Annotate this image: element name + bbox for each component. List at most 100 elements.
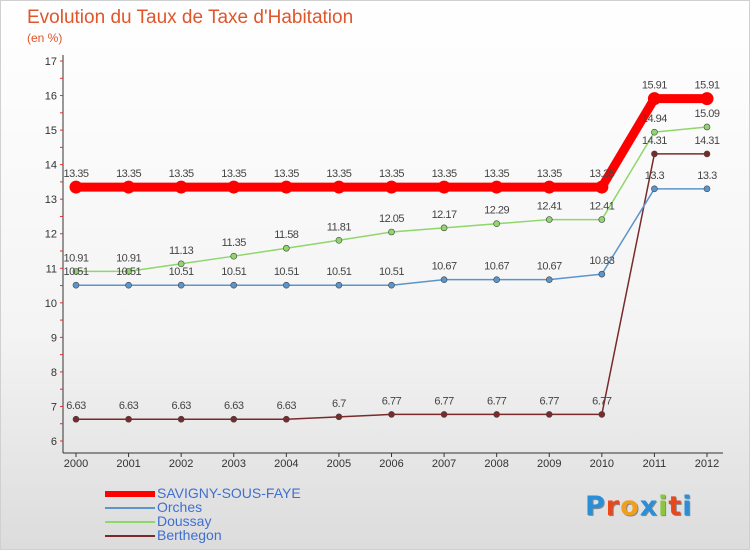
data-label: 10.91 <box>63 252 88 264</box>
data-label: 10.51 <box>169 266 194 278</box>
y-tick-label: 10 <box>45 298 57 310</box>
data-label: 6.63 <box>66 400 86 412</box>
data-point <box>332 180 346 194</box>
data-label: 13.35 <box>326 168 351 180</box>
data-label: 10.51 <box>379 266 404 278</box>
data-point <box>703 185 711 193</box>
data-label: 12.05 <box>379 213 404 225</box>
x-tick-label: 2001 <box>116 458 140 470</box>
data-point <box>437 180 451 194</box>
data-label: 12.17 <box>432 209 457 221</box>
data-label: 14.31 <box>694 135 719 147</box>
data-point <box>69 180 83 194</box>
data-label: 6.77 <box>592 395 612 407</box>
x-tick-label: 2009 <box>537 458 561 470</box>
data-point <box>388 281 395 289</box>
data-label: 6.77 <box>434 395 454 407</box>
data-point <box>647 92 661 106</box>
data-label: 6.77 <box>487 395 507 407</box>
legend-swatch-berthegon <box>105 535 155 537</box>
data-point <box>177 281 185 289</box>
x-tick-label: 2011 <box>643 458 667 470</box>
data-point <box>493 411 500 418</box>
legend-label-doussay: Doussay <box>157 513 212 529</box>
data-point <box>545 411 553 418</box>
y-tick-label: 8 <box>51 367 57 379</box>
data-point <box>703 123 711 131</box>
data-point <box>493 220 500 228</box>
y-tick-label: 9 <box>51 332 57 344</box>
data-point <box>72 281 80 289</box>
data-label: 11.58 <box>274 229 299 241</box>
data-point <box>227 180 241 194</box>
data-point <box>542 180 556 194</box>
logo-letter: o <box>620 491 640 522</box>
data-point <box>388 228 395 236</box>
data-label: 15.91 <box>694 80 719 92</box>
y-tick-label: 6 <box>51 436 57 448</box>
data-label: 10.51 <box>63 266 88 278</box>
data-label: 10.67 <box>537 261 562 273</box>
data-point <box>230 415 238 423</box>
data-point <box>283 415 290 423</box>
data-label: 6.7 <box>332 398 346 410</box>
data-point <box>595 180 609 194</box>
data-label: 12.41 <box>589 201 614 213</box>
x-tick-label: 2008 <box>484 458 508 470</box>
y-tick-label: 16 <box>45 91 57 103</box>
data-label: 10.51 <box>221 266 246 278</box>
data-point <box>335 236 343 244</box>
y-tick-label: 15 <box>45 125 57 137</box>
data-label: 13.35 <box>63 168 88 180</box>
data-label: 14.31 <box>642 135 667 147</box>
x-tick-label: 2010 <box>590 458 614 470</box>
data-point <box>490 180 504 194</box>
data-label: 10.51 <box>326 266 351 278</box>
data-point <box>177 415 185 423</box>
legend-swatch-savigny <box>105 491 155 497</box>
data-label: 11.13 <box>169 245 194 257</box>
data-label: 6.63 <box>171 400 191 412</box>
data-label: 6.63 <box>119 400 139 412</box>
data-point <box>703 150 711 158</box>
data-point <box>598 216 606 223</box>
data-label: 12.41 <box>537 201 562 213</box>
data-point <box>125 268 132 275</box>
legend-swatch-orches <box>105 507 155 509</box>
data-point <box>122 180 136 194</box>
data-point <box>493 276 500 283</box>
x-tick-label: 2006 <box>379 458 403 470</box>
logo-letter: i <box>658 491 669 522</box>
data-label: 10.83 <box>589 255 614 267</box>
data-label: 6.77 <box>382 395 402 407</box>
logo-letter: P <box>585 491 606 522</box>
data-label: 13.35 <box>537 168 562 180</box>
data-point <box>72 268 80 275</box>
data-point <box>598 411 606 418</box>
logo-letter: t <box>668 491 683 522</box>
data-point <box>335 413 343 421</box>
data-label: 15.09 <box>694 108 719 120</box>
logo-letter: x <box>639 491 659 522</box>
data-label: 13.35 <box>432 168 457 180</box>
legend-label-berthegon: Berthegon <box>157 527 222 543</box>
data-point <box>335 281 343 289</box>
data-label: 12.29 <box>484 205 509 217</box>
y-tick-label: 13 <box>45 194 57 206</box>
data-label: 6.63 <box>277 400 297 412</box>
logo-letter: i <box>682 491 693 522</box>
data-point <box>177 260 185 268</box>
data-label: 6.63 <box>224 400 244 412</box>
data-point <box>283 281 290 289</box>
y-tick-label: 7 <box>51 401 57 413</box>
data-point <box>545 216 553 223</box>
x-tick-label: 2012 <box>695 458 719 470</box>
y-tick-label: 11 <box>46 263 57 275</box>
x-tick-label: 2004 <box>274 458 298 470</box>
data-label: 10.51 <box>274 266 299 278</box>
data-label: 10.67 <box>432 261 457 273</box>
data-label: 10.51 <box>116 266 141 278</box>
data-point <box>700 92 714 106</box>
data-label: 13.3 <box>645 170 665 182</box>
x-tick-label: 2007 <box>432 458 456 470</box>
